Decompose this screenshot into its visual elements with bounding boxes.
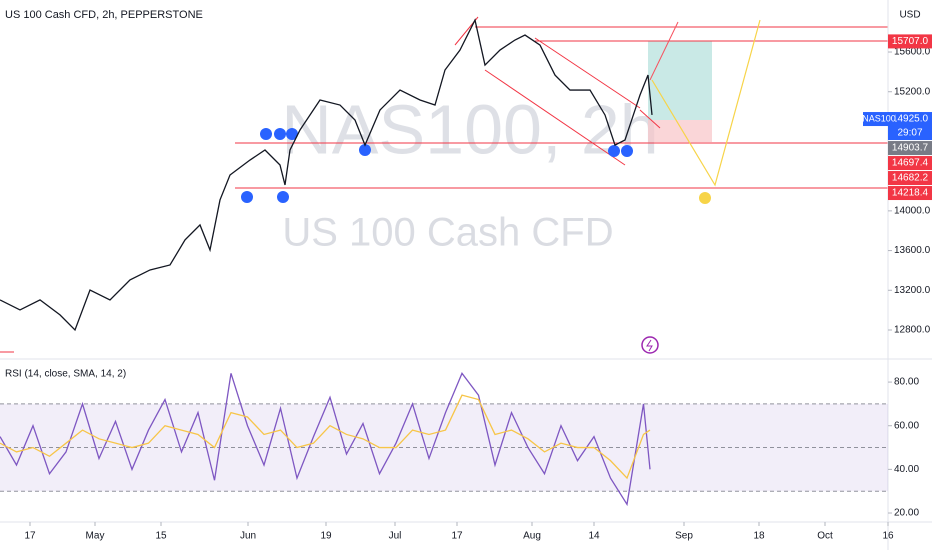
series-line <box>0 394 651 480</box>
symbol-label: NAS100 <box>862 113 896 123</box>
x-tick-label: Jul <box>389 531 402 542</box>
stop-zone[interactable] <box>648 120 712 142</box>
price-badge <box>888 34 932 49</box>
y-tick-label: 15600.0 <box>894 47 931 58</box>
chart-title: US 100 Cash CFD, 2h, PEPPERSTONE <box>5 9 203 21</box>
price-badge-label: 14903.7 <box>892 143 929 154</box>
x-tick-label: 18 <box>753 531 765 542</box>
x-tick-label: 14 <box>588 531 600 542</box>
rsi-title: RSI (14, close, SMA, 14, 2) <box>5 369 126 380</box>
price-badge <box>888 186 932 201</box>
x-tick-label: 17 <box>451 531 463 542</box>
x-tick-label: 17 <box>24 531 36 542</box>
price-badge-label: 14697.4 <box>892 158 929 169</box>
y-tick-label: 20.00 <box>894 508 919 519</box>
trend-line[interactable] <box>649 21 679 81</box>
y-tick-label: 80.00 <box>894 377 919 388</box>
y-tick-label: 13200.0 <box>894 285 931 296</box>
drawings <box>0 16 888 353</box>
x-tick-label: Oct <box>817 531 833 542</box>
x-tick-label: 15 <box>155 531 167 542</box>
price-badge <box>888 171 932 186</box>
markers <box>241 128 711 354</box>
y-tick-label: 15200.0 <box>894 86 931 97</box>
symbol-badge <box>863 112 895 127</box>
series-line <box>0 372 651 507</box>
y-tick-label: 13600.0 <box>894 245 931 256</box>
price-badge <box>888 141 932 156</box>
x-tick-label: Aug <box>523 531 541 542</box>
target-zone[interactable] <box>648 41 712 120</box>
y-tick-label: 12800.0 <box>894 325 931 336</box>
x-tick-label: Sep <box>675 531 693 542</box>
currency[interactable]: USD <box>899 10 920 21</box>
price-badge-label: 14682.2 <box>892 173 929 184</box>
price-badge <box>888 112 932 141</box>
countdown: 29:07 <box>897 128 922 139</box>
trend-line[interactable] <box>639 109 661 129</box>
price-badge-label: 15707.0 <box>892 36 929 47</box>
y-tick-label: 40.00 <box>894 464 919 475</box>
price-badge-label: 14218.4 <box>892 188 929 199</box>
series-line <box>0 18 653 332</box>
y-tick-label: 14000.0 <box>894 206 931 217</box>
x-tick-label: May <box>86 531 105 542</box>
trend-line[interactable] <box>484 69 626 166</box>
trend-line[interactable] <box>534 37 641 109</box>
watermark-name: US 100 Cash CFD <box>282 211 613 255</box>
x-tick-label: 16 <box>882 531 894 542</box>
y-tick-label: 60.00 <box>894 420 919 431</box>
price-badge <box>888 156 932 171</box>
x-tick-label: Jun <box>240 531 256 542</box>
watermark-symbol: NAS100, 2h <box>281 90 658 168</box>
projection[interactable] <box>651 19 761 187</box>
x-tick-label: 19 <box>320 531 332 542</box>
price-badge-label: 14925.0 <box>892 114 929 125</box>
